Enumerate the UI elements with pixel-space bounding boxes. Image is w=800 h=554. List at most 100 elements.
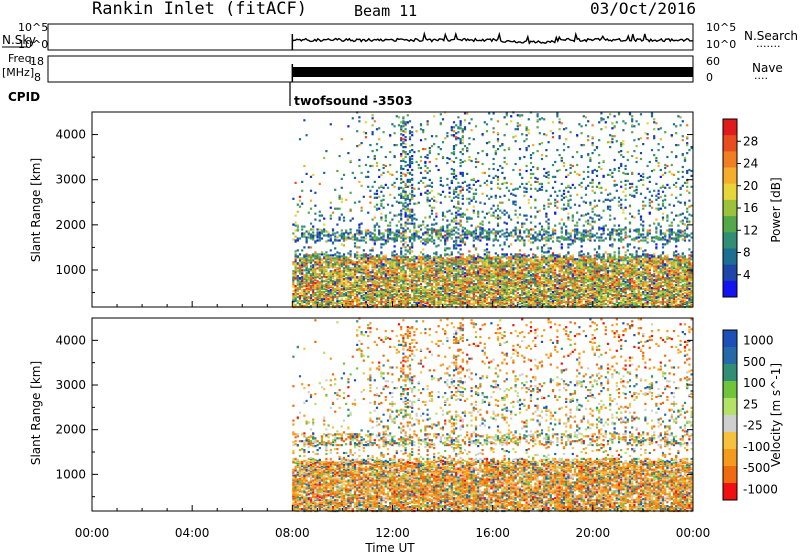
power-cell xyxy=(477,179,480,182)
power-cell xyxy=(415,299,418,303)
power-cell xyxy=(452,300,456,304)
power-cell xyxy=(435,262,438,265)
power-cell xyxy=(408,158,412,162)
power-cell xyxy=(428,292,431,295)
power-cell xyxy=(459,185,462,188)
power-cell xyxy=(510,231,513,234)
power-cell xyxy=(312,289,315,292)
power-cell xyxy=(505,274,508,277)
power-cell xyxy=(472,177,475,180)
power-cell xyxy=(468,293,471,296)
power-cell xyxy=(400,133,403,136)
power-cell xyxy=(485,179,489,182)
power-cell xyxy=(345,266,348,269)
power-cell xyxy=(512,270,515,273)
power-cell xyxy=(516,235,519,238)
power-cell xyxy=(521,304,524,308)
power-cell xyxy=(356,301,359,305)
power-cell xyxy=(485,233,489,236)
power-cell xyxy=(309,228,313,231)
power-cell xyxy=(463,289,467,292)
power-cell xyxy=(514,213,517,216)
power-cell xyxy=(362,249,365,252)
power-cell xyxy=(439,302,442,306)
power-cell xyxy=(380,302,383,306)
power-cell xyxy=(441,262,445,265)
power-cell xyxy=(325,263,328,266)
power-cell xyxy=(446,236,449,239)
power-cell xyxy=(490,180,493,183)
power-cell xyxy=(375,254,379,257)
power-cell xyxy=(411,222,414,225)
power-cell xyxy=(439,265,442,268)
power-cell xyxy=(461,292,464,295)
power-cell xyxy=(461,202,464,205)
power-cell xyxy=(501,280,504,283)
power-cell xyxy=(496,140,500,143)
power-cell xyxy=(338,262,341,265)
power-cell xyxy=(470,224,473,227)
power-cell xyxy=(494,292,497,295)
power-cell xyxy=(521,222,524,225)
freq-band xyxy=(292,67,693,77)
power-cell xyxy=(428,152,431,155)
power-cell xyxy=(463,213,467,216)
freq-label: Freq. xyxy=(8,52,35,65)
power-cell xyxy=(450,275,453,278)
power-cell xyxy=(389,221,392,224)
power-cell xyxy=(433,256,436,259)
power-cell xyxy=(373,196,376,199)
power-cell xyxy=(523,186,526,189)
power-cell xyxy=(406,163,409,167)
power-cell xyxy=(303,232,306,235)
power-cell xyxy=(364,255,368,258)
power-cell xyxy=(323,291,326,294)
power-cell xyxy=(521,281,524,284)
power-cell xyxy=(472,263,475,266)
nsky-label: N.Sky xyxy=(2,33,36,47)
power-cell xyxy=(397,259,401,262)
power-cell xyxy=(428,234,431,237)
power-cell xyxy=(479,260,482,263)
freq-trace xyxy=(291,64,693,82)
power-cell xyxy=(411,233,414,236)
power-cell xyxy=(400,289,403,292)
power-cell xyxy=(375,295,379,298)
power-cell xyxy=(435,302,438,306)
power-cell xyxy=(351,263,354,266)
power-cell xyxy=(400,186,403,189)
power-cell xyxy=(411,256,414,259)
power-cell xyxy=(296,228,299,231)
power-cell xyxy=(369,195,372,198)
power-cell xyxy=(452,172,456,175)
power-cell xyxy=(523,289,526,292)
power-cell xyxy=(353,255,357,258)
power-cell xyxy=(468,291,471,294)
power-cell xyxy=(481,260,484,263)
power-cell xyxy=(334,247,337,250)
power-cell xyxy=(340,213,343,216)
power-cell xyxy=(373,192,376,195)
power-cell xyxy=(483,216,486,219)
power-cell xyxy=(494,278,497,281)
power-cell xyxy=(461,214,464,217)
nsearch-label: N.Search xyxy=(744,29,798,43)
power-cell xyxy=(455,289,458,292)
power-cell xyxy=(483,235,486,238)
power-cell xyxy=(492,289,495,292)
power-cell xyxy=(393,264,396,267)
power-cell xyxy=(499,235,502,238)
power-cell xyxy=(448,191,451,194)
power-cell xyxy=(345,236,348,239)
power-cell xyxy=(494,252,497,255)
power-cell xyxy=(345,231,348,234)
power-cell xyxy=(400,177,403,180)
power-cell xyxy=(347,273,350,276)
power-cell xyxy=(523,265,526,268)
power-cell xyxy=(448,275,451,278)
power-cell xyxy=(342,259,346,262)
power-cell xyxy=(463,128,467,131)
power-cell xyxy=(309,278,313,281)
power-cell xyxy=(309,189,313,192)
power-cell xyxy=(402,265,405,268)
